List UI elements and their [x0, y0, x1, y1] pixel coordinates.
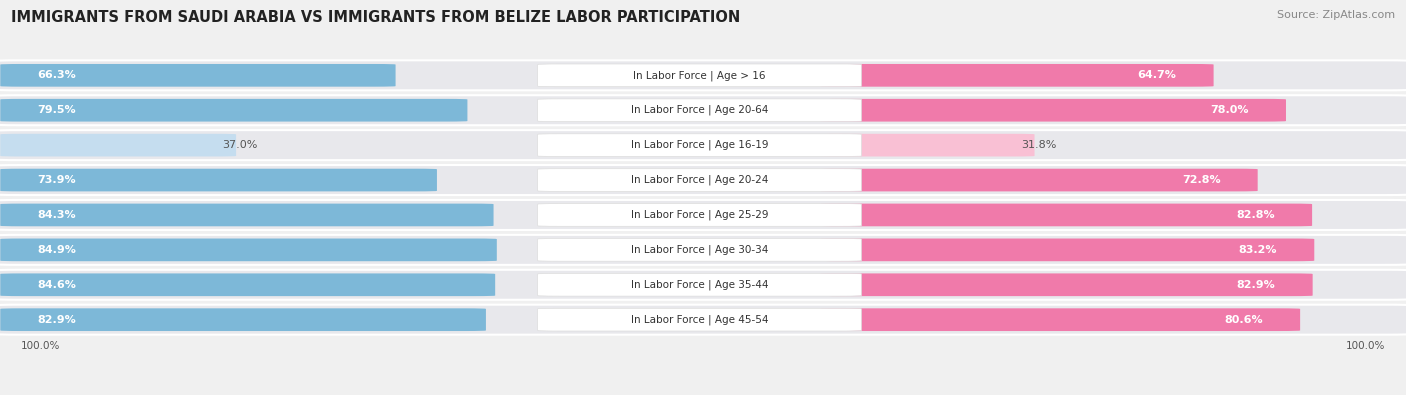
FancyBboxPatch shape	[820, 64, 1213, 87]
Text: 80.6%: 80.6%	[1225, 315, 1263, 325]
Text: 100.0%: 100.0%	[1346, 341, 1385, 351]
FancyBboxPatch shape	[0, 200, 1406, 230]
FancyBboxPatch shape	[0, 239, 496, 261]
Text: 84.3%: 84.3%	[38, 210, 76, 220]
Text: Source: ZipAtlas.com: Source: ZipAtlas.com	[1277, 10, 1395, 20]
Text: In Labor Force | Age 35-44: In Labor Force | Age 35-44	[631, 280, 768, 290]
Text: 82.9%: 82.9%	[38, 315, 76, 325]
Text: In Labor Force | Age 20-64: In Labor Force | Age 20-64	[631, 105, 768, 115]
Text: 73.9%: 73.9%	[38, 175, 76, 185]
FancyBboxPatch shape	[820, 273, 1313, 296]
Text: 83.2%: 83.2%	[1239, 245, 1277, 255]
FancyBboxPatch shape	[0, 270, 1406, 300]
Text: IMMIGRANTS FROM SAUDI ARABIA VS IMMIGRANTS FROM BELIZE LABOR PARTICIPATION: IMMIGRANTS FROM SAUDI ARABIA VS IMMIGRAN…	[11, 10, 741, 25]
FancyBboxPatch shape	[0, 169, 437, 192]
FancyBboxPatch shape	[0, 95, 1406, 125]
FancyBboxPatch shape	[0, 235, 1406, 265]
FancyBboxPatch shape	[537, 64, 862, 87]
Text: 66.3%: 66.3%	[38, 70, 76, 80]
Text: In Labor Force | Age > 16: In Labor Force | Age > 16	[633, 70, 766, 81]
Text: In Labor Force | Age 20-24: In Labor Force | Age 20-24	[631, 175, 768, 185]
Text: In Labor Force | Age 45-54: In Labor Force | Age 45-54	[631, 314, 768, 325]
Text: 82.8%: 82.8%	[1236, 210, 1275, 220]
Text: 84.9%: 84.9%	[38, 245, 76, 255]
Text: 37.0%: 37.0%	[222, 140, 257, 150]
FancyBboxPatch shape	[0, 273, 495, 296]
Text: 82.9%: 82.9%	[1237, 280, 1275, 290]
Text: 64.7%: 64.7%	[1137, 70, 1177, 80]
FancyBboxPatch shape	[0, 134, 236, 156]
FancyBboxPatch shape	[537, 239, 862, 261]
Text: 100.0%: 100.0%	[21, 341, 60, 351]
FancyBboxPatch shape	[537, 99, 862, 122]
FancyBboxPatch shape	[820, 134, 1035, 156]
Text: 78.0%: 78.0%	[1211, 105, 1249, 115]
FancyBboxPatch shape	[0, 165, 1406, 195]
FancyBboxPatch shape	[0, 60, 1406, 90]
FancyBboxPatch shape	[820, 169, 1258, 192]
FancyBboxPatch shape	[820, 99, 1286, 122]
FancyBboxPatch shape	[0, 203, 494, 226]
FancyBboxPatch shape	[537, 169, 862, 192]
Text: In Labor Force | Age 30-34: In Labor Force | Age 30-34	[631, 245, 768, 255]
Text: 79.5%: 79.5%	[38, 105, 76, 115]
FancyBboxPatch shape	[0, 130, 1406, 160]
Text: In Labor Force | Age 25-29: In Labor Force | Age 25-29	[631, 210, 768, 220]
FancyBboxPatch shape	[0, 64, 395, 87]
FancyBboxPatch shape	[0, 308, 486, 331]
Text: In Labor Force | Age 16-19: In Labor Force | Age 16-19	[631, 140, 768, 150]
FancyBboxPatch shape	[537, 273, 862, 296]
FancyBboxPatch shape	[820, 239, 1315, 261]
Text: 84.6%: 84.6%	[38, 280, 76, 290]
FancyBboxPatch shape	[0, 99, 467, 122]
FancyBboxPatch shape	[537, 203, 862, 226]
FancyBboxPatch shape	[537, 308, 862, 331]
FancyBboxPatch shape	[820, 203, 1312, 226]
FancyBboxPatch shape	[0, 305, 1406, 335]
Text: 31.8%: 31.8%	[1021, 140, 1056, 150]
FancyBboxPatch shape	[820, 308, 1301, 331]
Text: 72.8%: 72.8%	[1182, 175, 1220, 185]
FancyBboxPatch shape	[537, 134, 862, 156]
